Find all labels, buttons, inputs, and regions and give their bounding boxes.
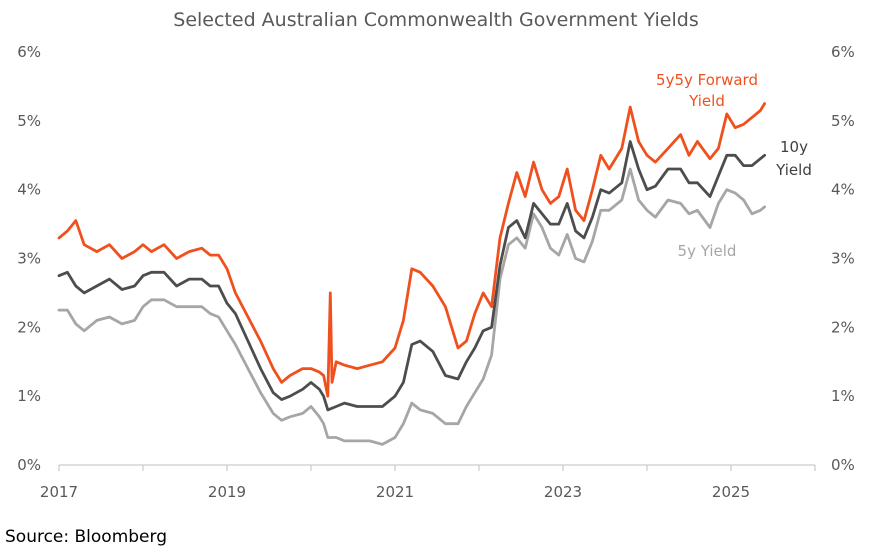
y-axis-right: 0% 1% 2% 3% 4% 5% 6% <box>831 43 855 474</box>
5y5y-forward-yield-line <box>57 102 766 398</box>
x-tick-label: 2025 <box>712 483 750 501</box>
fwd-annotation-line1: 5y5y Forward <box>656 71 758 89</box>
y-tick-left-label: 4% <box>17 181 41 199</box>
source-note: Source: Bloomberg <box>5 527 167 547</box>
y-tick-right-label: 0% <box>831 456 855 474</box>
ten-annotation-line1: 10y <box>780 138 808 156</box>
y-tick-left-label: 1% <box>17 387 41 405</box>
y-tick-left-label: 2% <box>17 318 41 336</box>
5y-yield-line <box>57 167 766 446</box>
y-tick-left-label: 0% <box>17 456 41 474</box>
y-tick-right-label: 6% <box>831 43 855 61</box>
x-tick-label: 2017 <box>40 483 78 501</box>
y-tick-right-label: 5% <box>831 112 855 130</box>
chart-title: Selected Australian Commonwealth Governm… <box>173 9 698 31</box>
annotations: 5y5y Forward Yield 10y Yield 5y Yield <box>656 71 812 260</box>
y-tick-left-label: 5% <box>17 112 41 130</box>
ten-annotation-line2: Yield <box>775 161 812 179</box>
10y-yield-line <box>57 140 766 412</box>
x-tick-label: 2023 <box>544 483 582 501</box>
fwd-annotation-line2: Yield <box>688 92 725 110</box>
five-annotation: 5y Yield <box>678 242 737 260</box>
x-tick-label: 2019 <box>208 483 246 501</box>
y-tick-right-label: 4% <box>831 181 855 199</box>
y-tick-left-label: 3% <box>17 250 41 268</box>
y-tick-right-label: 2% <box>831 318 855 336</box>
y-tick-right-label: 3% <box>831 250 855 268</box>
y-tick-left-label: 6% <box>17 43 41 61</box>
x-tick-label: 2021 <box>376 483 414 501</box>
y-tick-right-label: 1% <box>831 387 855 405</box>
y-axis-left: 0% 1% 2% 3% 4% 5% 6% <box>17 43 41 474</box>
series-layer <box>57 102 766 446</box>
x-axis: 2017 2019 2021 2023 2025 <box>40 464 816 501</box>
